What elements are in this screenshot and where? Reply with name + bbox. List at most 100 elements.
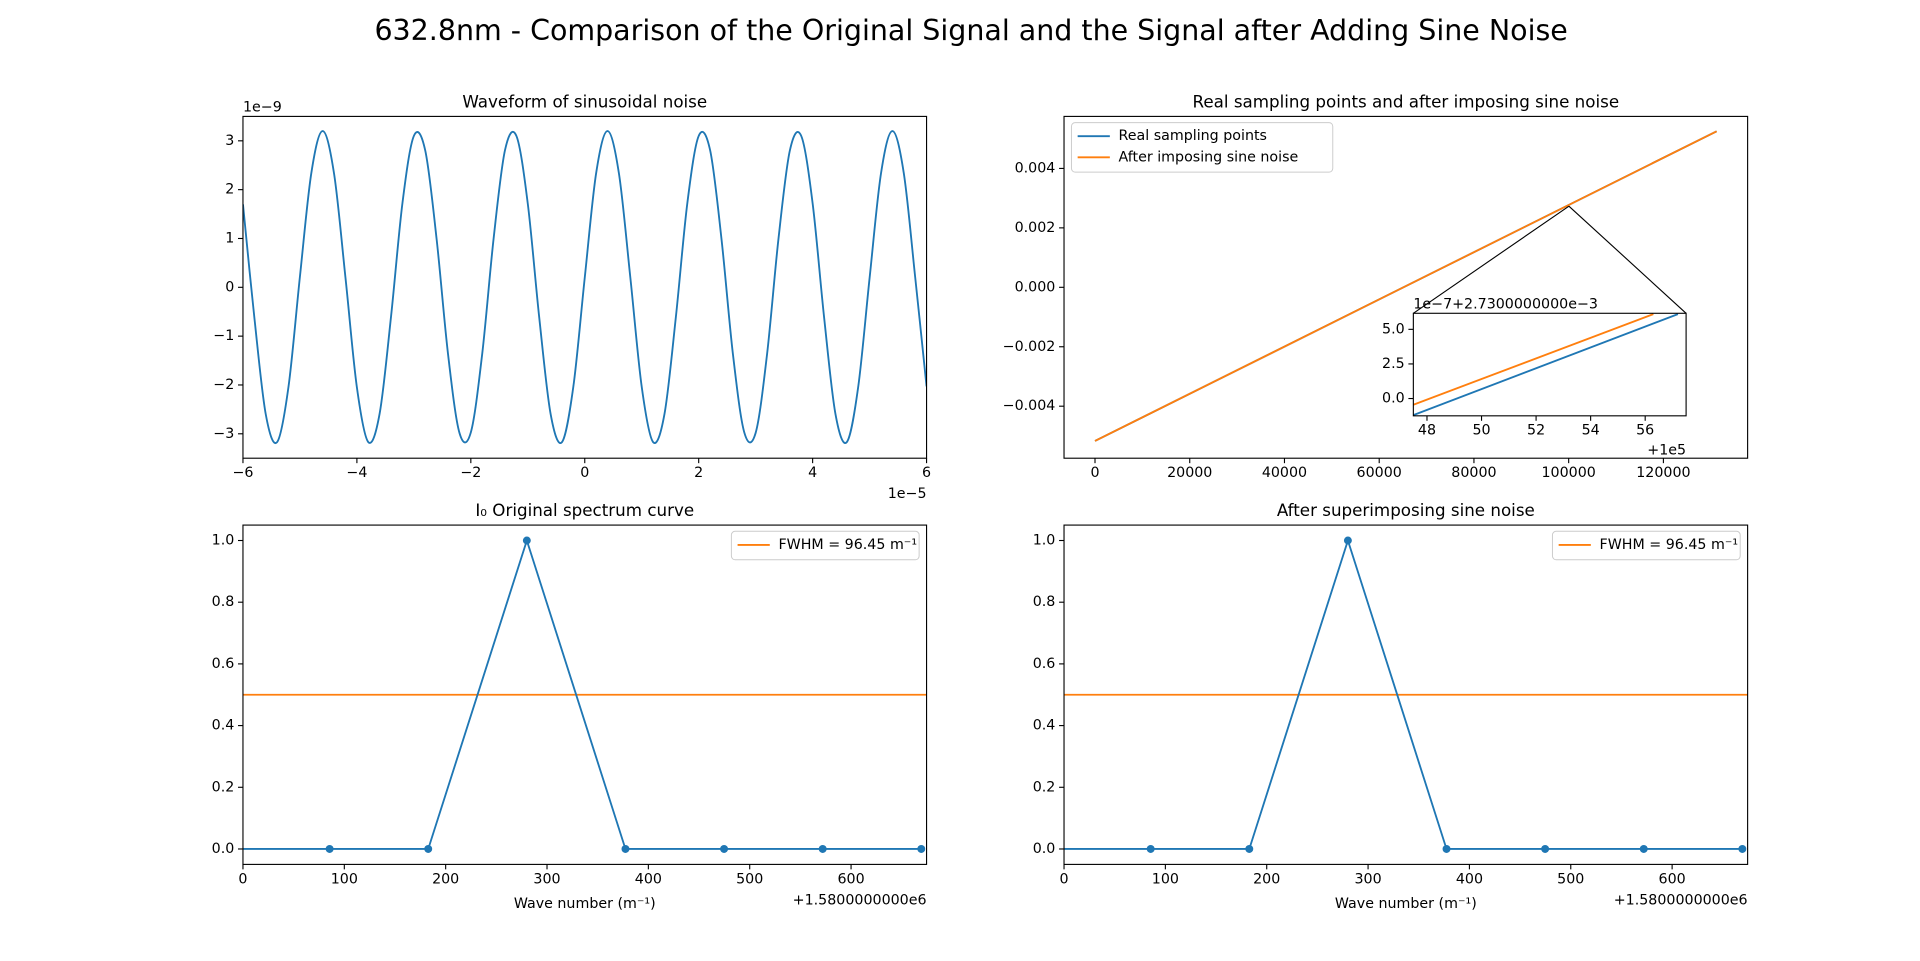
x-tick-label: 54 [1582, 423, 1600, 439]
legend-label: After imposing sine noise [1119, 149, 1299, 165]
x-tick-label: 300 [533, 871, 560, 887]
legend-box [730, 530, 920, 561]
y-tick-label: 0.0 [1033, 841, 1056, 857]
x-tick-label: 200 [432, 871, 459, 887]
marker [1245, 845, 1254, 853]
y-tick-label: 2 [225, 182, 234, 198]
legend-label: FWHM = 96.45 m⁻¹ [778, 537, 917, 553]
x-tick-label: 48 [1418, 423, 1436, 439]
y-tick-label: 1.0 [212, 533, 235, 549]
marker [818, 845, 827, 853]
y-tick-label: −2 [213, 377, 234, 393]
marker [325, 845, 334, 853]
x-axis-label: Wave number (m⁻¹) [514, 896, 656, 912]
y-tick-label: 0.8 [212, 594, 235, 610]
x-tick-label: 0 [238, 871, 247, 887]
subplot-title: Waveform of sinusoidal noise [462, 91, 707, 111]
plot-area [242, 536, 927, 853]
y-tick-label: 0.4 [1033, 718, 1056, 734]
y-tick-label: −0.002 [1003, 339, 1056, 355]
marker [1738, 845, 1747, 853]
marker [424, 845, 433, 853]
subplot-title: I₀ Original spectrum curve [475, 500, 694, 520]
y-tick-label: 5.0 [1382, 321, 1405, 337]
y-tick-label: 0.4 [212, 718, 235, 734]
marker [917, 845, 926, 853]
x-tick-label: 0 [1090, 465, 1099, 481]
y-tick-label: 1 [225, 230, 234, 246]
x-offset-label: +1.5800000000e6 [793, 892, 927, 908]
marker [522, 536, 531, 545]
axes-frame [1063, 115, 1749, 459]
y-tick-label: 0.002 [1015, 220, 1056, 236]
y-tick-label: 2.5 [1382, 356, 1405, 372]
x-tick-label: 100 [1152, 871, 1179, 887]
series-line [242, 130, 927, 445]
series-line [1413, 313, 1654, 406]
y-tick-label: −0.004 [1003, 398, 1056, 414]
y-tick-label: 0.0 [212, 841, 235, 857]
x-tick-label: −6 [232, 465, 253, 481]
axes-frame [242, 115, 928, 459]
x-tick-label: 6 [922, 465, 931, 481]
y-offset-label: 1e−9 [243, 100, 282, 116]
axes-frame [1063, 524, 1749, 865]
x-tick-label: 4 [808, 465, 817, 481]
x-offset-label: +1e5 [1647, 443, 1686, 459]
series-line [1094, 130, 1718, 442]
x-tick-label: 600 [837, 871, 864, 887]
x-tick-label: 52 [1527, 423, 1545, 439]
zoom-connector [1568, 205, 1687, 314]
x-tick-label: 600 [1659, 871, 1686, 887]
series-line [242, 537, 922, 850]
marker [1541, 845, 1550, 853]
y-tick-label: −3 [213, 426, 234, 442]
marker [720, 845, 729, 853]
series-line [1064, 537, 1743, 850]
x-tick-label: 40000 [1262, 465, 1307, 481]
plot-area [1064, 536, 1748, 853]
figure-title: 632.8nm - Comparison of the Original Sig… [374, 14, 1567, 47]
y-tick-label: 0.6 [1033, 656, 1056, 672]
y-tick-label: 3 [225, 133, 234, 149]
axes-frame [1412, 312, 1687, 417]
axes-background [242, 116, 927, 459]
zoom-connector [1413, 205, 1570, 314]
y-tick-label: 0.000 [1015, 279, 1056, 295]
x-offset-label: 1e−5 [888, 486, 927, 502]
x-tick-label: 60000 [1357, 465, 1402, 481]
legend-box [1070, 122, 1334, 173]
marker [1343, 536, 1352, 545]
plot-area [1094, 130, 1718, 442]
x-tick-label: 300 [1354, 871, 1381, 887]
x-tick-label: 500 [736, 871, 763, 887]
x-tick-label: 120000 [1636, 465, 1690, 481]
y-tick-label: 0.2 [212, 779, 235, 795]
x-tick-label: 200 [1253, 871, 1280, 887]
y-tick-label: 0.8 [1033, 594, 1056, 610]
marker [1639, 845, 1648, 853]
y-offset-label: 1e−7+2.7300000000e−3 [1413, 297, 1598, 313]
y-tick-label: 0 [225, 279, 234, 295]
marker [1442, 845, 1451, 853]
marker [621, 845, 630, 853]
x-axis-label: Wave number (m⁻¹) [1335, 896, 1477, 912]
series-line [1413, 313, 1679, 416]
x-tick-label: 20000 [1167, 465, 1212, 481]
plot-area [1413, 313, 1679, 416]
y-tick-label: 0.6 [212, 656, 235, 672]
subplot-title: After superimposing sine noise [1277, 500, 1535, 520]
y-tick-label: 0.004 [1015, 160, 1056, 176]
subplot-title: Real sampling points and after imposing … [1193, 91, 1620, 111]
y-tick-label: −1 [213, 328, 234, 344]
x-tick-label: 500 [1557, 871, 1584, 887]
x-tick-label: 0 [580, 465, 589, 481]
x-tick-label: −2 [460, 465, 481, 481]
x-tick-label: 2 [694, 465, 703, 481]
legend-box [1551, 530, 1741, 561]
plot-area [242, 130, 927, 445]
y-tick-label: 1.0 [1033, 533, 1056, 549]
x-tick-label: 80000 [1451, 465, 1496, 481]
x-tick-label: 400 [635, 871, 662, 887]
